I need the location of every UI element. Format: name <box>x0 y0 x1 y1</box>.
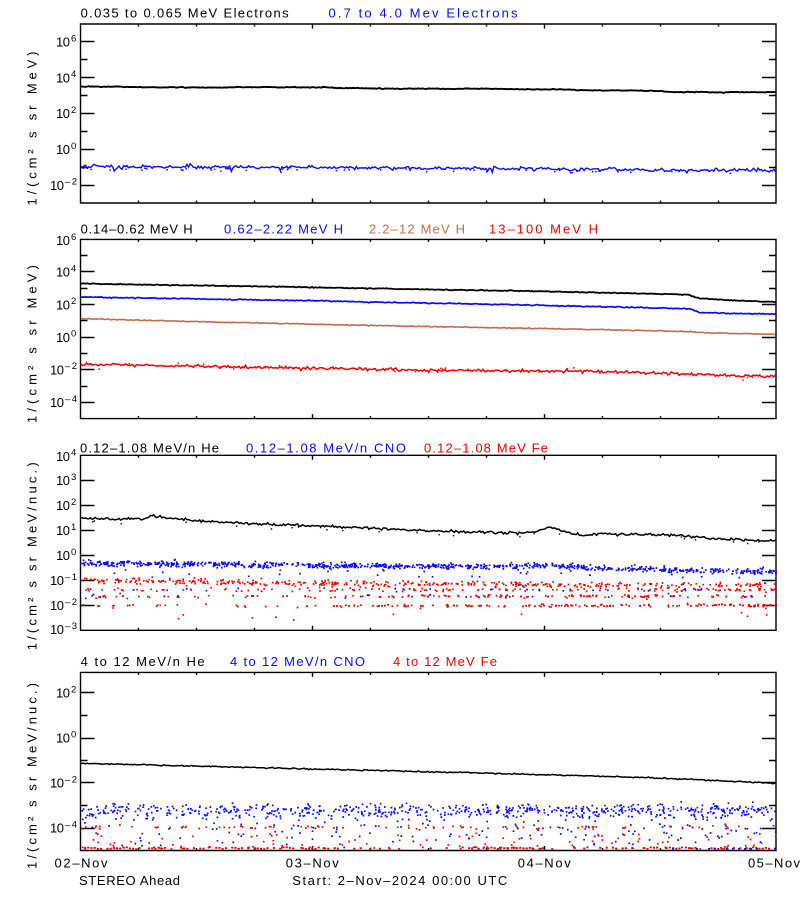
svg-text:10: 10 <box>56 686 70 701</box>
svg-text:0: 0 <box>71 329 76 340</box>
svg-text:10: 10 <box>50 573 64 588</box>
svg-text:10: 10 <box>50 776 64 791</box>
svg-text:6: 6 <box>71 33 76 44</box>
svg-text:–1: –1 <box>65 572 77 583</box>
svg-text:3: 3 <box>71 472 76 483</box>
svg-text:10: 10 <box>50 622 64 637</box>
svg-text:0.12–1.08 MeV/n CNO: 0.12–1.08 MeV/n CNO <box>246 440 406 455</box>
svg-text:6: 6 <box>71 232 76 243</box>
svg-text:10: 10 <box>50 362 64 377</box>
svg-text:2: 2 <box>71 105 76 116</box>
svg-text:Start: 2–Nov–2024 00:00 UTC: Start: 2–Nov–2024 00:00 UTC <box>292 873 507 888</box>
svg-text:10: 10 <box>50 178 64 193</box>
svg-text:4 to 12 MeV Fe: 4 to 12 MeV Fe <box>393 654 497 669</box>
svg-text:–2: –2 <box>65 597 77 608</box>
svg-text:0.62–2.22 MeV H: 0.62–2.22 MeV H <box>224 221 343 236</box>
svg-text:0: 0 <box>71 730 76 741</box>
svg-text:2: 2 <box>71 685 76 696</box>
svg-text:03–Nov: 03–Nov <box>286 856 340 871</box>
svg-text:0.035 to 0.065 MeV Electrons: 0.035 to 0.065 MeV Electrons <box>81 5 289 20</box>
svg-text:10: 10 <box>56 498 70 513</box>
svg-text:0.12–1.08 MeV Fe: 0.12–1.08 MeV Fe <box>424 440 548 455</box>
svg-text:10: 10 <box>56 523 70 538</box>
svg-text:4 to 12 MeV/n He: 4 to 12 MeV/n He <box>81 654 205 669</box>
svg-text:10: 10 <box>56 731 70 746</box>
svg-text:STEREO Ahead: STEREO Ahead <box>79 873 180 888</box>
svg-text:4: 4 <box>71 448 76 459</box>
svg-text:–4: –4 <box>65 820 77 831</box>
svg-text:10: 10 <box>56 70 70 85</box>
svg-text:2: 2 <box>71 296 76 307</box>
svg-text:0: 0 <box>71 141 76 152</box>
svg-text:10: 10 <box>56 449 70 464</box>
svg-text:04–Nov: 04–Nov <box>518 856 572 871</box>
svg-text:0.7 to 4.0 Mev Electrons: 0.7 to 4.0 Mev Electrons <box>329 5 519 20</box>
svg-text:–4: –4 <box>65 394 77 405</box>
svg-text:0: 0 <box>71 547 76 558</box>
svg-text:–2: –2 <box>65 361 77 372</box>
svg-text:10: 10 <box>50 395 64 410</box>
svg-text:1/(cm² s sr MeV): 1/(cm² s sr MeV) <box>25 265 40 423</box>
svg-text:4: 4 <box>71 69 76 80</box>
svg-text:0.12–1.08 MeV/n He: 0.12–1.08 MeV/n He <box>80 440 219 455</box>
svg-text:–3: –3 <box>65 621 77 632</box>
svg-text:10: 10 <box>56 35 70 50</box>
svg-text:–2: –2 <box>65 177 77 188</box>
svg-text:4: 4 <box>71 264 76 275</box>
svg-text:2: 2 <box>71 497 76 508</box>
svg-text:10: 10 <box>56 330 70 345</box>
svg-text:10: 10 <box>56 297 70 312</box>
svg-text:10: 10 <box>56 233 70 248</box>
svg-text:10: 10 <box>56 473 70 488</box>
svg-text:05–Nov: 05–Nov <box>748 856 800 871</box>
svg-text:1: 1 <box>71 522 76 533</box>
svg-text:2.2–12 MeV H: 2.2–12 MeV H <box>369 221 465 236</box>
svg-text:10: 10 <box>50 598 64 613</box>
svg-text:10: 10 <box>56 106 70 121</box>
svg-text:1/(cm² s sr MeV): 1/(cm² s sr MeV) <box>25 52 40 206</box>
svg-text:10: 10 <box>56 548 70 563</box>
svg-text:10: 10 <box>56 142 70 157</box>
svg-text:–2: –2 <box>65 775 77 786</box>
svg-text:10: 10 <box>50 821 64 836</box>
svg-text:4 to 12 MeV/n CNO: 4 to 12 MeV/n CNO <box>230 654 365 669</box>
svg-text:02–Nov: 02–Nov <box>55 856 109 871</box>
svg-text:0.14–0.62 MeV H: 0.14–0.62 MeV H <box>81 221 193 236</box>
svg-text:10: 10 <box>56 265 70 280</box>
